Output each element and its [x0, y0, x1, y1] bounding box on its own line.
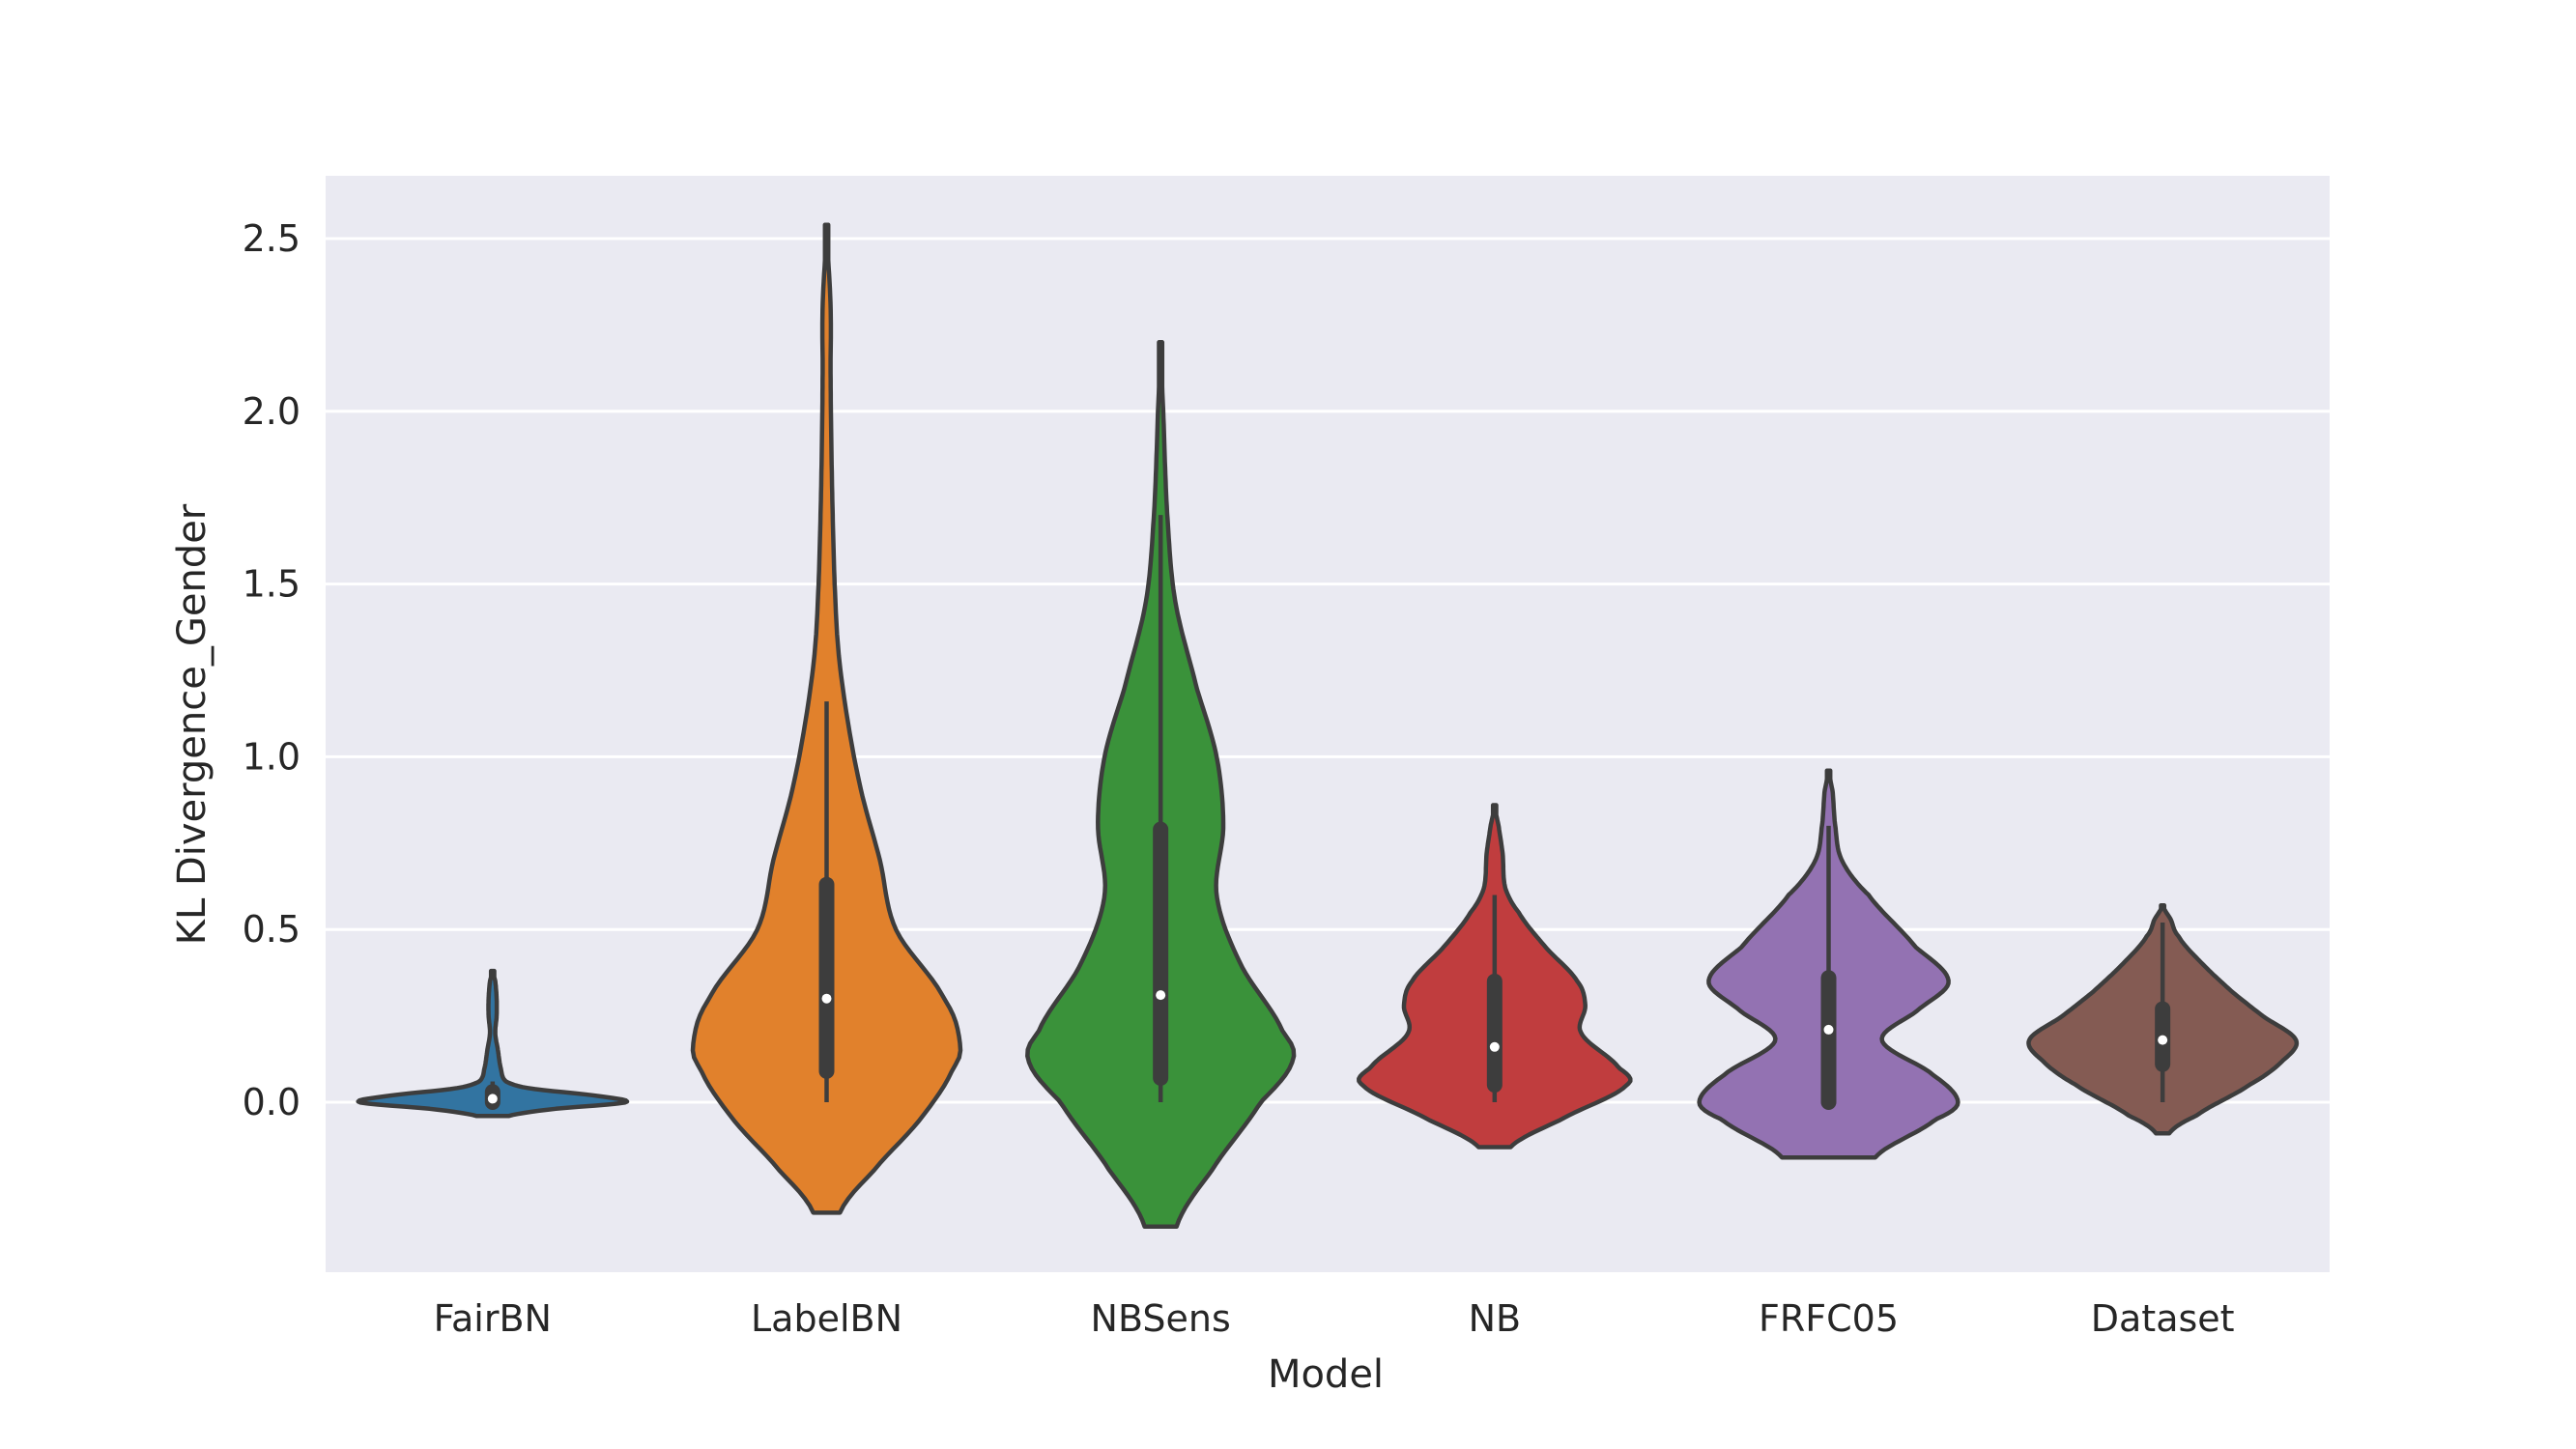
- violin-nbsens: [1025, 340, 1297, 1229]
- violin-median: [1489, 1041, 1500, 1052]
- x-tick-label: FairBN: [434, 1297, 552, 1340]
- violin-nb: [1357, 803, 1633, 1150]
- y-tick-label: 0.0: [243, 1081, 301, 1123]
- x-tick-label: Dataset: [2091, 1297, 2235, 1340]
- violin-labelbn: [690, 222, 963, 1215]
- violin-body: [356, 968, 630, 1119]
- violin-median: [2158, 1035, 2168, 1045]
- y-tick-label: 1.5: [243, 563, 301, 606]
- x-tick-label: NB: [1469, 1297, 1522, 1340]
- violin-fairbn: [356, 968, 630, 1119]
- y-axis-label: KL Divergence_Gender: [170, 503, 215, 945]
- y-tick-label: 2.5: [243, 217, 301, 260]
- x-axis-label: Model: [1268, 1352, 1384, 1397]
- violin-median: [487, 1094, 498, 1104]
- y-tick-label: 0.5: [243, 908, 301, 951]
- y-tick-label: 2.0: [243, 390, 301, 433]
- violin-median: [1156, 990, 1166, 1001]
- violin-median: [1823, 1024, 1834, 1035]
- violin-dataset: [2026, 902, 2300, 1136]
- plot-background: [326, 176, 2330, 1272]
- y-tick-labels: 0.0 0.5 1.0 1.5 2.0 2.5: [243, 217, 301, 1123]
- violin-frfc05: [1697, 768, 1961, 1160]
- x-tick-label: FRFC05: [1759, 1297, 1899, 1340]
- x-tick-labels: FairBN LabelBN NBSens NB FRFC05 Dataset: [434, 1297, 2235, 1340]
- x-tick-label: NBSens: [1091, 1297, 1231, 1340]
- violin-median: [821, 993, 832, 1004]
- y-tick-label: 1.0: [243, 735, 301, 778]
- gridlines: [326, 237, 2330, 1104]
- violins: [356, 222, 2300, 1229]
- x-tick-label: LabelBN: [751, 1297, 902, 1340]
